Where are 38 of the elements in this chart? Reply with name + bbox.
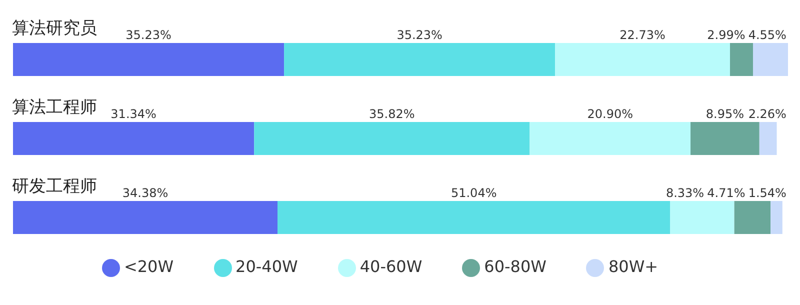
data-label: 22.73% (620, 28, 666, 42)
bar (555, 43, 730, 76)
legend-label: <20W (124, 257, 174, 276)
bar (13, 122, 254, 155)
bar (278, 201, 670, 234)
bar (734, 201, 771, 234)
data-label: 2.26% (748, 107, 786, 121)
data-label: 20.90% (587, 107, 633, 121)
data-label: 2.99% (707, 28, 746, 42)
bar (13, 201, 278, 234)
data-label: 51.04% (450, 186, 497, 200)
data-label: 35.82% (369, 107, 415, 121)
bar (770, 201, 782, 234)
legend-label: 40-60W (360, 257, 422, 276)
data-label: 8.95% (706, 107, 744, 121)
data-label: 8.33% (666, 186, 704, 200)
bar (690, 122, 760, 155)
data-label: 35.23% (126, 28, 172, 42)
bar (670, 201, 734, 234)
legend-label: 20-40W (236, 257, 298, 276)
bar (254, 122, 530, 155)
bar (752, 43, 788, 76)
bar (284, 43, 556, 76)
data-label: 4.71% (707, 186, 746, 200)
data-label: 4.55% (748, 28, 786, 42)
bar (759, 122, 777, 155)
data-label: 1.54% (748, 186, 786, 200)
bar (730, 43, 753, 76)
data-label: 35.23% (396, 28, 442, 42)
legend-label: 80W+ (608, 257, 658, 276)
legend-label: 60-80W (484, 257, 546, 276)
bar (530, 122, 691, 155)
data-label: 34.38% (122, 186, 168, 200)
y-tick-label: 算法工程师 (12, 98, 97, 118)
y-tick-label: 研发工程师 (12, 176, 97, 196)
y-tick-label: 算法研究员 (12, 18, 97, 38)
data-label: 31.34% (110, 107, 156, 121)
bar (13, 43, 284, 76)
